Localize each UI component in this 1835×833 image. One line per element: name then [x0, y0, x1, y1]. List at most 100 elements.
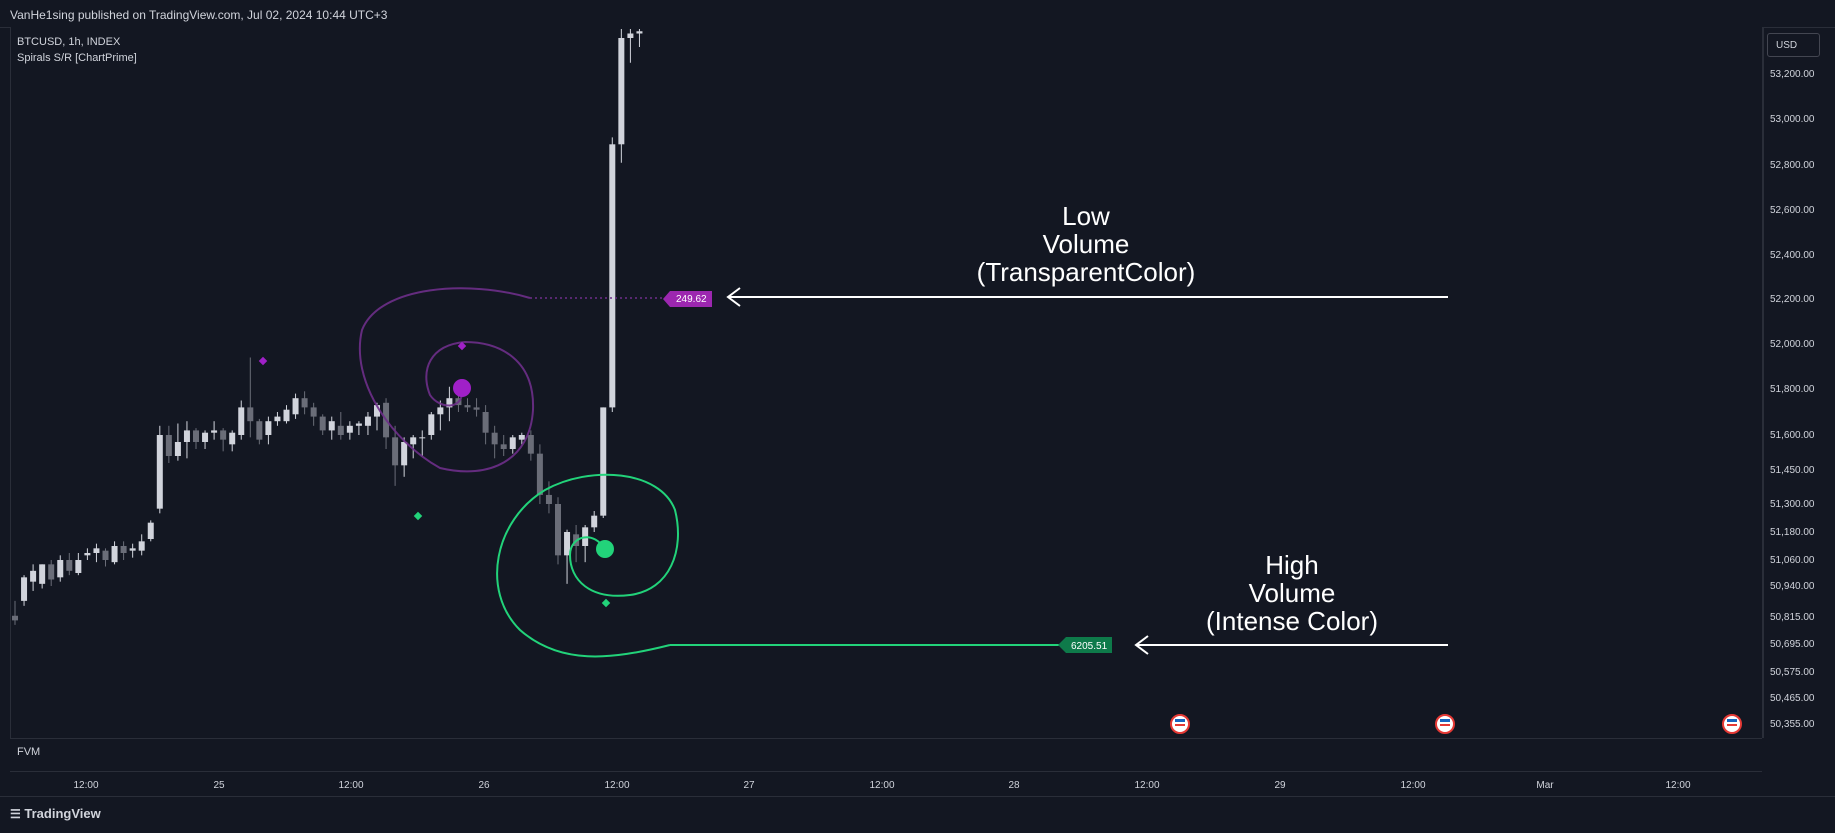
- candle-body: [12, 615, 18, 621]
- candle-body: [93, 548, 100, 553]
- candle-body: [401, 442, 408, 466]
- candle-body: [193, 430, 199, 442]
- candle-body: [229, 432, 236, 445]
- main-chart-pane[interactable]: [10, 27, 1764, 738]
- candle-body: [346, 425, 353, 433]
- candle-body: [156, 435, 163, 509]
- candle-body: [274, 416, 281, 422]
- candle-body: [57, 560, 64, 578]
- candle-body: [355, 423, 362, 426]
- candle-body: [609, 144, 616, 408]
- indicator-label[interactable]: Spirals S/R [ChartPrime]: [17, 52, 137, 64]
- candle-body: [283, 409, 290, 422]
- candle-body: [328, 421, 335, 431]
- high-volume-pivot-dot: [596, 540, 614, 558]
- price-tick: 53,000.00: [1770, 114, 1815, 125]
- candle-body: [292, 398, 299, 415]
- low-annotation-arrowhead: [726, 287, 741, 307]
- time-tick: 12:00: [338, 780, 363, 791]
- time-tick: 12:00: [604, 780, 629, 791]
- pivot-marker: [413, 511, 423, 521]
- high-volume-label: 6205.51: [1071, 641, 1108, 652]
- price-tick: 51,300.00: [1770, 499, 1815, 510]
- candle-body: [147, 522, 154, 539]
- low-volume-spiral: [358, 287, 535, 473]
- candle-body: [410, 437, 417, 445]
- high-annotation-line1: High: [1265, 550, 1319, 580]
- us-event-flag-stripe: [1727, 724, 1737, 726]
- candle-body: [482, 412, 489, 433]
- candle-body: [600, 407, 607, 516]
- low-volume-label: 249.62: [676, 294, 707, 305]
- price-axis[interactable]: [1762, 27, 1835, 738]
- candle-body: [364, 416, 371, 426]
- candle-body: [120, 546, 127, 553]
- time-tick: 26: [478, 780, 490, 791]
- price-tick: 50,355.00: [1770, 719, 1815, 730]
- candle-body: [564, 532, 571, 556]
- time-tick: 12:00: [869, 780, 894, 791]
- price-tick: 50,695.00: [1770, 639, 1815, 650]
- candle-body: [500, 444, 507, 449]
- candle-body: [446, 398, 453, 408]
- chart-legend: BTCUSD, 1h, INDEX Spirals S/R [ChartPrim…: [17, 34, 137, 66]
- price-tick: 51,600.00: [1770, 430, 1815, 441]
- low-volume-pivot-dot: [453, 379, 471, 397]
- candle-body: [84, 553, 91, 556]
- time-tick: 12:00: [1665, 780, 1690, 791]
- price-tick: 52,800.00: [1770, 160, 1815, 171]
- candle-body: [21, 577, 28, 601]
- price-tick: 51,060.00: [1770, 555, 1815, 566]
- candle-body: [211, 430, 218, 433]
- high-annotation-line3: (Intense Color): [1206, 606, 1378, 636]
- candle-body: [202, 432, 209, 442]
- candle-body: [247, 407, 254, 422]
- candle-body: [428, 414, 435, 435]
- price-tick: 51,180.00: [1770, 527, 1815, 538]
- candle-body: [527, 435, 534, 454]
- symbol-label[interactable]: BTCUSD, 1h, INDEX: [17, 36, 121, 48]
- fvm-pane[interactable]: [10, 738, 1762, 772]
- candle-body: [555, 504, 561, 556]
- candle-body: [374, 405, 380, 417]
- time-axis[interactable]: [10, 771, 1762, 797]
- us-event-flag-stripe: [1727, 719, 1737, 722]
- candle-body: [75, 560, 82, 573]
- candle-body: [473, 407, 480, 410]
- candle-body: [265, 421, 272, 435]
- low-annotation-line3: (TransparentColor): [976, 257, 1196, 287]
- price-tick: 50,940.00: [1770, 581, 1815, 592]
- candle-body: [301, 398, 308, 408]
- price-tick: 52,200.00: [1770, 294, 1815, 305]
- pivot-marker: [258, 356, 268, 366]
- price-tick: 52,000.00: [1770, 339, 1815, 350]
- candle-body: [310, 407, 317, 417]
- price-tick: 51,450.00: [1770, 465, 1815, 476]
- price-tick: 50,815.00: [1770, 612, 1815, 623]
- us-event-flag-stripe: [1440, 724, 1450, 726]
- candle-body: [509, 437, 516, 449]
- candle-body: [256, 421, 263, 440]
- us-event-flag-stripe: [1175, 719, 1185, 722]
- candle-body: [66, 560, 73, 571]
- us-event-flag-stripe: [1175, 724, 1185, 726]
- candle-body: [419, 437, 426, 439]
- high-volume-annotation: High Volume (Intense Color): [1112, 551, 1472, 635]
- low-annotation-line2: Volume: [1042, 229, 1130, 259]
- candle-body: [39, 564, 46, 584]
- candle-body: [174, 442, 181, 456]
- fvm-pane-label: FVM: [17, 746, 41, 758]
- price-tick: 52,400.00: [1770, 250, 1815, 261]
- candle-body: [220, 430, 227, 440]
- time-tick: 12:00: [73, 780, 98, 791]
- time-tick: 27: [743, 780, 755, 791]
- tradingview-logo[interactable]: ☰ TradingView: [10, 806, 101, 821]
- candle-body: [319, 416, 326, 431]
- candle-body: [627, 33, 634, 38]
- candle-body: [491, 432, 498, 445]
- currency-button[interactable]: USD: [1767, 33, 1820, 57]
- candle-body: [337, 425, 344, 435]
- candle-body: [111, 546, 118, 563]
- candle-body: [392, 437, 399, 466]
